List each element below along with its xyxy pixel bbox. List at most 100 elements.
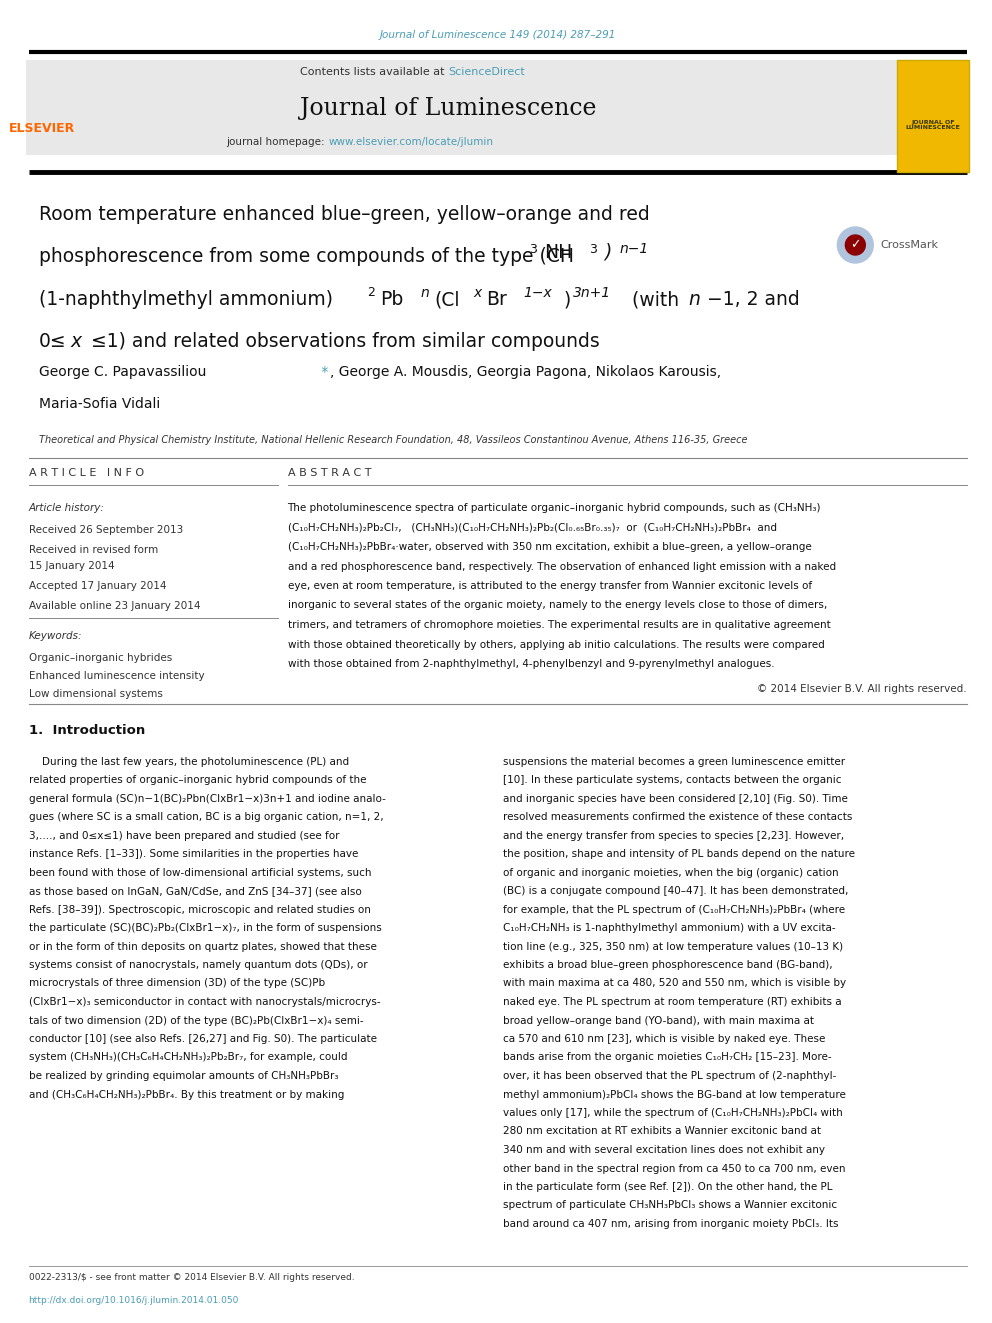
Text: ≤1) and related observations from similar compounds: ≤1) and related observations from simila… (91, 332, 600, 351)
Text: Organic–inorganic hybrides: Organic–inorganic hybrides (29, 654, 172, 663)
Text: JOURNAL OF
LUMINESCENCE: JOURNAL OF LUMINESCENCE (906, 119, 960, 131)
Text: www.elsevier.com/locate/jlumin: www.elsevier.com/locate/jlumin (328, 138, 493, 147)
Text: NH: NH (545, 243, 572, 262)
Text: and the energy transfer from species to species [2,23]. However,: and the energy transfer from species to … (503, 831, 844, 840)
Text: © 2014 Elsevier B.V. All rights reserved.: © 2014 Elsevier B.V. All rights reserved… (757, 684, 967, 693)
Text: Pb: Pb (380, 290, 404, 310)
Text: instance Refs. [1–33]). Some similarities in the properties have: instance Refs. [1–33]). Some similaritie… (29, 849, 358, 859)
Text: or in the form of thin deposits on quartz plates, showed that these: or in the form of thin deposits on quart… (29, 942, 376, 951)
Text: other band in the spectral region from ca 450 to ca 700 nm, even: other band in the spectral region from c… (503, 1163, 845, 1174)
Text: (C₁₀H₇CH₂NH₃)₂PbBr₄·water, observed with 350 nm excitation, exhibit a blue–green: (C₁₀H₇CH₂NH₃)₂PbBr₄·water, observed with… (288, 542, 811, 552)
Text: Room temperature enhanced blue–green, yellow–orange and red: Room temperature enhanced blue–green, ye… (39, 205, 650, 224)
Text: values only [17], while the spectrum of (C₁₀H₇CH₂NH₃)₂PbCl₄ with: values only [17], while the spectrum of … (503, 1107, 842, 1118)
Text: 280 nm excitation at RT exhibits a Wannier excitonic band at: 280 nm excitation at RT exhibits a Wanni… (503, 1126, 820, 1136)
Text: *: * (317, 365, 328, 378)
Text: phosphorescence from some compounds of the type (CH: phosphorescence from some compounds of t… (39, 247, 573, 266)
Text: During the last few years, the photoluminescence (PL) and: During the last few years, the photolumi… (29, 757, 349, 766)
Text: Journal of Luminescence 149 (2014) 287–291: Journal of Luminescence 149 (2014) 287–2… (380, 30, 616, 40)
Text: suspensions the material becomes a green luminescence emitter: suspensions the material becomes a green… (503, 757, 845, 766)
Text: 1−x: 1−x (524, 286, 553, 300)
Text: (ClxBr1−x)₃ semiconductor in contact with nanocrystals/microcrys-: (ClxBr1−x)₃ semiconductor in contact wit… (29, 998, 380, 1007)
Text: journal homepage:: journal homepage: (226, 138, 328, 147)
Text: (C₁₀H₇CH₂NH₃)₂Pb₂Cl₇,   (CH₃NH₃)(C₁₀H₇CH₂NH₃)₂Pb₂(Cl₀.₆₅Br₀.₃₅)₇  or  (C₁₀H₇CH₂N: (C₁₀H₇CH₂NH₃)₂Pb₂Cl₇, (CH₃NH₃)(C₁₀H₇CH₂N… (288, 523, 777, 532)
Text: with those obtained theoretically by others, applying ab initio calculations. Th: with those obtained theoretically by oth… (288, 639, 824, 650)
Text: Received in revised form: Received in revised form (29, 545, 158, 556)
Text: trimers, and tetramers of chromophore moieties. The experimental results are in : trimers, and tetramers of chromophore mo… (288, 620, 830, 630)
Text: resolved measurements confirmed the existence of these contacts: resolved measurements confirmed the exis… (503, 812, 852, 822)
Text: (BC) is a conjugate compound [40–47]. It has been demonstrated,: (BC) is a conjugate compound [40–47]. It… (503, 886, 848, 896)
Text: Theoretical and Physical Chemistry Institute, National Hellenic Research Foundat: Theoretical and Physical Chemistry Insti… (39, 435, 747, 445)
Text: with main maxima at ca 480, 520 and 550 nm, which is visible by: with main maxima at ca 480, 520 and 550 … (503, 979, 846, 988)
Text: microcrystals of three dimension (3D) of the type (SC)Pb: microcrystals of three dimension (3D) of… (29, 979, 324, 988)
Text: tals of two dimension (2D) of the type (BC)₂Pb(ClxBr1−x)₄ semi-: tals of two dimension (2D) of the type (… (29, 1016, 363, 1025)
Text: for example, that the PL spectrum of (C₁₀H₇CH₂NH₃)₂PbBr₄ (where: for example, that the PL spectrum of (C₁… (503, 905, 845, 914)
Text: methyl ammonium)₂PbCl₄ shows the BG-band at low temperature: methyl ammonium)₂PbCl₄ shows the BG-band… (503, 1090, 845, 1099)
Text: ): ) (604, 242, 612, 261)
Text: Keywords:: Keywords: (29, 631, 82, 642)
Text: CrossMark: CrossMark (880, 239, 938, 250)
Text: Accepted 17 January 2014: Accepted 17 January 2014 (29, 581, 166, 591)
Text: A R T I C L E   I N F O: A R T I C L E I N F O (29, 468, 144, 478)
Text: 3n+1: 3n+1 (573, 286, 611, 300)
Text: George C. Papavassiliou: George C. Papavassiliou (39, 365, 206, 378)
Text: 15 January 2014: 15 January 2014 (29, 561, 114, 572)
Text: conductor [10] (see also Refs. [26,27] and Fig. S0). The particulate: conductor [10] (see also Refs. [26,27] a… (29, 1035, 377, 1044)
Text: ✓: ✓ (850, 238, 861, 251)
Text: (with: (with (626, 290, 685, 310)
Text: been found with those of low-dimensional artificial systems, such: been found with those of low-dimensional… (29, 868, 371, 877)
Text: tion line (e.g., 325, 350 nm) at low temperature values (10–13 K): tion line (e.g., 325, 350 nm) at low tem… (503, 942, 843, 951)
Text: spectrum of particulate CH₃NH₃PbCl₃ shows a Wannier excitonic: spectrum of particulate CH₃NH₃PbCl₃ show… (503, 1200, 837, 1211)
FancyBboxPatch shape (897, 60, 969, 172)
Text: Maria-Sofia Vidali: Maria-Sofia Vidali (39, 397, 160, 411)
Text: (Cl: (Cl (434, 290, 459, 310)
Text: over, it has been observed that the PL spectrum of (2-naphthyl-: over, it has been observed that the PL s… (503, 1072, 836, 1081)
Text: x: x (474, 286, 482, 300)
FancyBboxPatch shape (26, 60, 970, 155)
Text: with those obtained from 2-naphthylmethyl, 4-phenylbenzyl and 9-pyrenylmethyl an: with those obtained from 2-naphthylmethy… (288, 659, 774, 669)
Text: broad yellow–orange band (YO-band), with main maxima at: broad yellow–orange band (YO-band), with… (503, 1016, 813, 1025)
Text: exhibits a broad blue–green phosphorescence band (BG-band),: exhibits a broad blue–green phosphoresce… (503, 960, 832, 970)
Text: Received 26 September 2013: Received 26 September 2013 (29, 525, 183, 534)
Text: 1.  Introduction: 1. Introduction (29, 724, 145, 737)
Text: http://dx.doi.org/10.1016/j.jlumin.2014.01.050: http://dx.doi.org/10.1016/j.jlumin.2014.… (29, 1297, 239, 1304)
Text: ): ) (563, 290, 570, 310)
Text: and (CH₃C₆H₄CH₂NH₃)₂PbBr₄. By this treatment or by making: and (CH₃C₆H₄CH₂NH₃)₂PbBr₄. By this treat… (29, 1090, 344, 1099)
Text: system (CH₃NH₃)(CH₃C₆H₄CH₂NH₃)₂Pb₂Br₇, for example, could: system (CH₃NH₃)(CH₃C₆H₄CH₂NH₃)₂Pb₂Br₇, f… (29, 1053, 347, 1062)
Text: the position, shape and intensity of PL bands depend on the nature: the position, shape and intensity of PL … (503, 849, 855, 859)
Text: , George A. Mousdis, Georgia Pagona, Nikolaos Karousis,: , George A. Mousdis, Georgia Pagona, Nik… (330, 365, 721, 378)
Text: be realized by grinding equimolar amounts of CH₃NH₃PbBr₃: be realized by grinding equimolar amount… (29, 1072, 338, 1081)
Text: Journal of Luminescence: Journal of Luminescence (300, 97, 596, 119)
Text: the particulate (SC)(BC)₂Pb₂(ClxBr1−x)₇, in the form of suspensions: the particulate (SC)(BC)₂Pb₂(ClxBr1−x)₇,… (29, 923, 381, 933)
Text: and a red phosphorescence band, respectively. The observation of enhanced light : and a red phosphorescence band, respecti… (288, 561, 835, 572)
Text: 0≤: 0≤ (39, 332, 66, 351)
Text: Br: Br (486, 290, 507, 310)
Text: inorganic to several states of the organic moiety, namely to the energy levels c: inorganic to several states of the organ… (288, 601, 826, 610)
Text: C₁₀H₇CH₂NH₃ is 1-naphthylmethyl ammonium) with a UV excita-: C₁₀H₇CH₂NH₃ is 1-naphthylmethyl ammonium… (503, 923, 835, 933)
Circle shape (837, 228, 873, 263)
Text: Contents lists available at: Contents lists available at (300, 67, 448, 77)
Text: and inorganic species have been considered [2,10] (Fig. S0). Time: and inorganic species have been consider… (503, 794, 847, 803)
Text: The photoluminescence spectra of particulate organic–inorganic hybrid compounds,: The photoluminescence spectra of particu… (288, 503, 821, 513)
Text: [10]. In these particulate systems, contacts between the organic: [10]. In these particulate systems, cont… (503, 775, 841, 785)
Text: Enhanced luminescence intensity: Enhanced luminescence intensity (29, 671, 204, 681)
Text: gues (where SC is a small cation, BC is a big organic cation, n=1, 2,: gues (where SC is a small cation, BC is … (29, 812, 383, 822)
Text: Available online 23 January 2014: Available online 23 January 2014 (29, 601, 200, 611)
Text: 0022-2313/$ - see front matter © 2014 Elsevier B.V. All rights reserved.: 0022-2313/$ - see front matter © 2014 El… (29, 1273, 354, 1282)
Text: bands arise from the organic moieties C₁₀H₇CH₂ [15–23]. More-: bands arise from the organic moieties C₁… (503, 1053, 831, 1062)
Text: (1-naphthylmethyl ammonium): (1-naphthylmethyl ammonium) (39, 290, 332, 310)
Text: of organic and inorganic moieties, when the big (organic) cation: of organic and inorganic moieties, when … (503, 868, 838, 877)
Text: ELSEVIER: ELSEVIER (8, 122, 74, 135)
Text: systems consist of nanocrystals, namely quantum dots (QDs), or: systems consist of nanocrystals, namely … (29, 960, 367, 970)
Text: in the particulate form (see Ref. [2]). On the other hand, the PL: in the particulate form (see Ref. [2]). … (503, 1181, 832, 1192)
Text: related properties of organic–inorganic hybrid compounds of the: related properties of organic–inorganic … (29, 775, 366, 785)
Text: eye, even at room temperature, is attributed to the energy transfer from Wannier: eye, even at room temperature, is attrib… (288, 581, 811, 591)
Text: 2: 2 (367, 286, 375, 299)
Text: n: n (420, 286, 429, 300)
Text: Article history:: Article history: (29, 503, 104, 513)
Text: 3,...., and 0≤x≤1) have been prepared and studied (see for: 3,...., and 0≤x≤1) have been prepared an… (29, 831, 339, 840)
Text: −1, 2 and: −1, 2 and (707, 290, 800, 310)
Text: general formula (SC)n−1(BC)₂Pbn(ClxBr1−x)3n+1 and iodine analo-: general formula (SC)n−1(BC)₂Pbn(ClxBr1−x… (29, 794, 386, 803)
Circle shape (845, 235, 865, 255)
Text: 3: 3 (529, 243, 537, 255)
Text: 340 nm and with several excitation lines does not exhibit any: 340 nm and with several excitation lines… (503, 1144, 824, 1155)
